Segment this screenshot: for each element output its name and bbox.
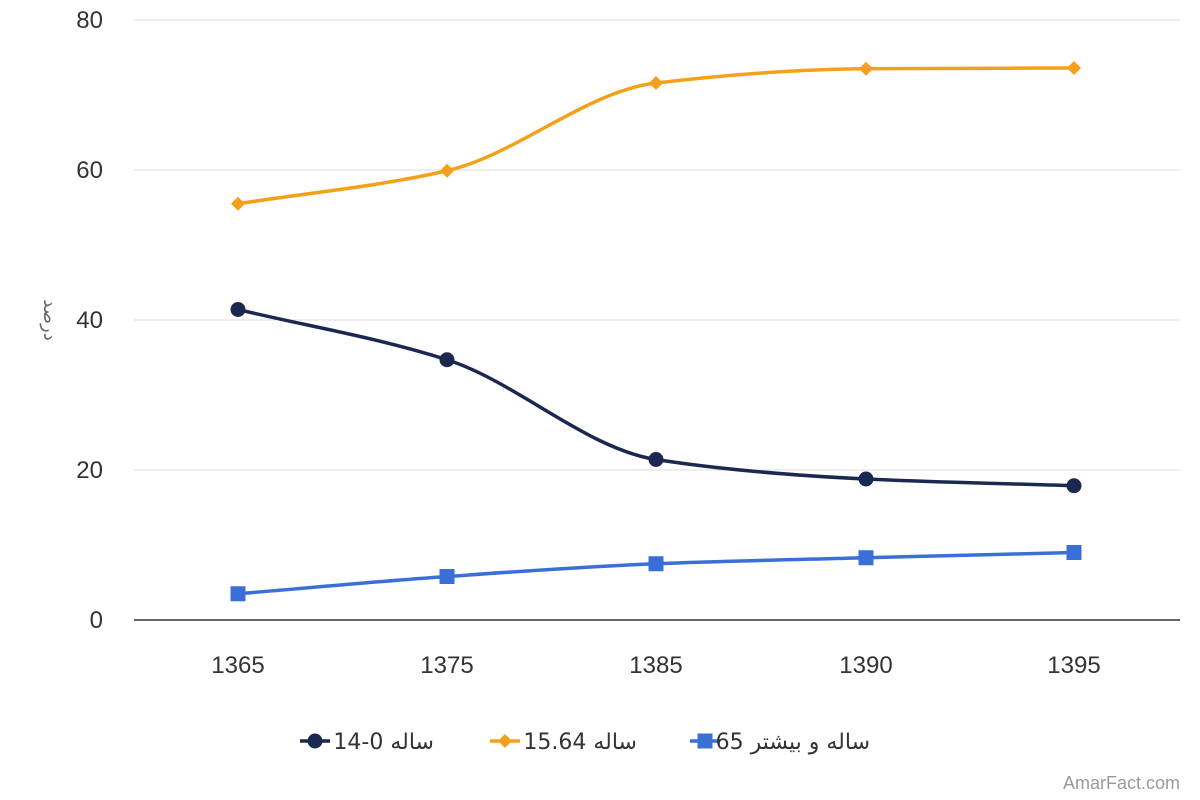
y-tick-label: 80 [76, 7, 103, 34]
series-3 [230, 545, 1082, 602]
series-2 [231, 61, 1081, 211]
y-tick-label: 40 [76, 307, 103, 334]
legend[interactable]: ساله 0-14 ساله 15.64 ساله و بیشتر 65 [300, 730, 870, 755]
data-point-circle[interactable] [858, 471, 874, 487]
grid-lines [134, 19, 1180, 471]
x-tick-label: 1365 [211, 652, 264, 679]
legend-marker-diamond[interactable] [498, 734, 512, 748]
data-point-circle[interactable] [439, 352, 455, 368]
x-tick-label: 1375 [420, 652, 473, 679]
legend-label: ساله 15.64 [523, 730, 637, 755]
legend-label: ساله 0-14 [333, 730, 434, 755]
legend-marker-square[interactable] [697, 733, 713, 749]
data-point-circle[interactable] [1066, 478, 1082, 494]
data-point-square[interactable] [439, 569, 455, 584]
legend-item[interactable]: ساله 0-14 [300, 730, 434, 755]
data-point-circle[interactable] [648, 452, 664, 467]
watermark: AmarFact.com [1062, 773, 1180, 793]
y-tick-label: 20 [76, 457, 103, 484]
legend-label: ساله و بیشتر 65 [716, 730, 870, 755]
x-axis-ticks: 1365 1375 1385 1390 1395 [211, 652, 1100, 679]
y-axis-label: درصد [39, 299, 60, 340]
y-tick-label: 0 [90, 607, 103, 634]
data-point-diamond[interactable] [231, 196, 245, 211]
data-point-diamond[interactable] [649, 76, 663, 90]
data-point-square[interactable] [858, 550, 874, 566]
series-1 [230, 302, 1082, 494]
x-tick-label: 1385 [629, 652, 682, 679]
data-point-diamond[interactable] [1067, 61, 1081, 75]
data-point-circle[interactable] [230, 302, 246, 317]
legend-item[interactable]: ساله 15.64 [490, 730, 637, 755]
y-tick-label: 60 [76, 157, 103, 184]
data-point-square[interactable] [1066, 545, 1082, 560]
legend-item[interactable]: ساله و بیشتر 65 [690, 730, 870, 755]
data-point-diamond[interactable] [440, 163, 454, 178]
x-tick-label: 1390 [839, 652, 892, 679]
series-group [230, 61, 1082, 602]
data-point-square[interactable] [648, 556, 664, 572]
data-point-diamond[interactable] [859, 61, 873, 76]
data-point-square[interactable] [230, 586, 246, 602]
x-tick-label: 1395 [1047, 652, 1100, 679]
y-axis-ticks: 0 20 40 60 80 [76, 7, 103, 634]
legend-marker-circle[interactable] [307, 733, 323, 749]
